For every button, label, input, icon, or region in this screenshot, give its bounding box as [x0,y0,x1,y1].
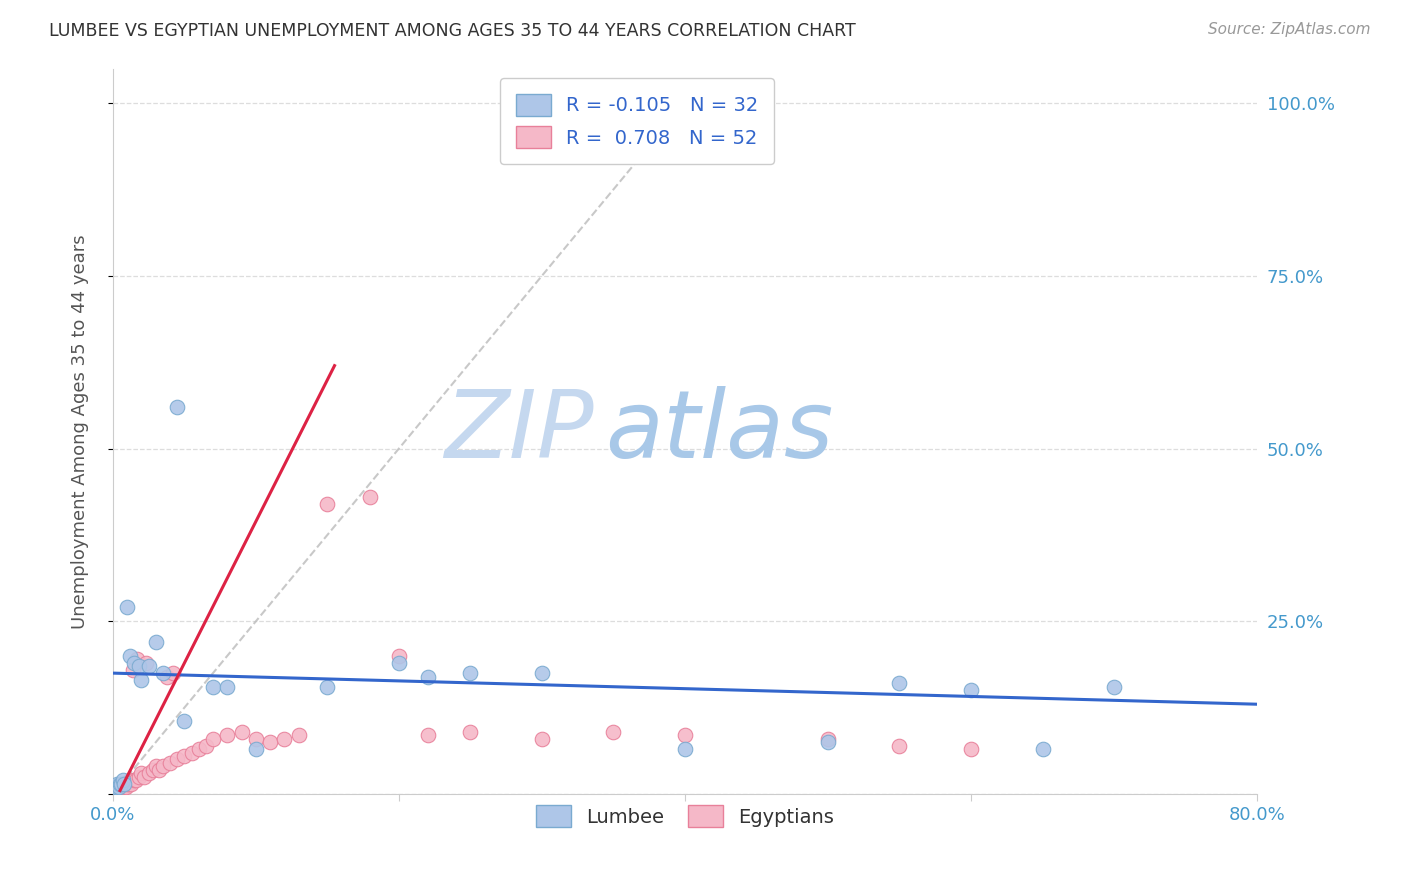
Point [115,600,138,615]
Point [388,656,411,670]
Point [245,742,267,756]
Point [134,770,156,784]
Point [103,780,125,794]
Y-axis label: Unemployment Among Ages 35 to 44 years: Unemployment Among Ages 35 to 44 years [72,234,89,629]
Point [142,763,165,777]
Point [530,731,553,746]
Text: Source: ZipAtlas.com: Source: ZipAtlas.com [1208,22,1371,37]
Point [117,777,139,791]
Point [217,680,239,694]
Point [273,731,295,746]
Point [104,780,127,794]
Point [124,656,146,670]
Point [602,724,624,739]
Point [128,659,150,673]
Point [108,780,131,794]
Point [159,756,181,770]
Point [173,749,195,764]
Point [889,739,911,753]
Point [107,780,129,794]
Point [104,780,127,794]
Text: atlas: atlas [605,385,834,477]
Point [105,777,128,791]
Point [115,777,138,791]
Point [673,728,696,742]
Point [114,780,136,794]
Point [107,780,129,794]
Point [152,759,174,773]
Point [180,746,202,760]
Point [960,683,983,698]
Point [166,400,188,414]
Point [118,773,141,788]
Point [416,728,439,742]
Point [889,676,911,690]
Point [145,759,167,773]
Point [148,763,170,777]
Text: ZIP: ZIP [444,385,593,477]
Point [217,728,239,742]
Point [1031,742,1053,756]
Point [416,669,439,683]
Point [112,780,135,794]
Point [135,656,157,670]
Point [118,648,141,663]
Point [673,742,696,756]
Point [194,739,217,753]
Point [128,770,150,784]
Point [110,780,132,794]
Point [120,777,142,791]
Point [460,666,482,681]
Point [388,648,411,663]
Point [359,490,381,504]
Point [460,724,482,739]
Point [103,780,125,794]
Point [131,766,153,780]
Point [288,728,311,742]
Point [125,773,148,788]
Point [122,663,145,677]
Point [817,735,839,749]
Point [187,742,209,756]
Point [1102,680,1125,694]
Point [316,497,339,511]
Point [245,731,267,746]
Point [166,752,188,766]
Point [138,659,160,673]
Point [173,714,195,729]
Point [111,780,134,794]
Point [156,669,179,683]
Point [259,735,281,749]
Point [124,773,146,788]
Point [817,731,839,746]
Point [960,742,983,756]
Point [105,780,128,794]
Point [138,766,160,780]
Text: LUMBEE VS EGYPTIAN UNEMPLOYMENT AMONG AGES 35 TO 44 YEARS CORRELATION CHART: LUMBEE VS EGYPTIAN UNEMPLOYMENT AMONG AG… [49,22,856,40]
Point [152,666,174,681]
Legend: Lumbee, Egyptians: Lumbee, Egyptians [529,797,842,835]
Point [145,635,167,649]
Point [131,673,153,687]
Point [108,777,131,791]
Point [111,773,134,788]
Point [201,731,224,746]
Point [530,666,553,681]
Point [201,680,224,694]
Point [231,724,253,739]
Point [127,652,149,666]
Point [316,680,339,694]
Point [162,666,184,681]
Point [112,777,135,791]
Point [110,777,132,791]
